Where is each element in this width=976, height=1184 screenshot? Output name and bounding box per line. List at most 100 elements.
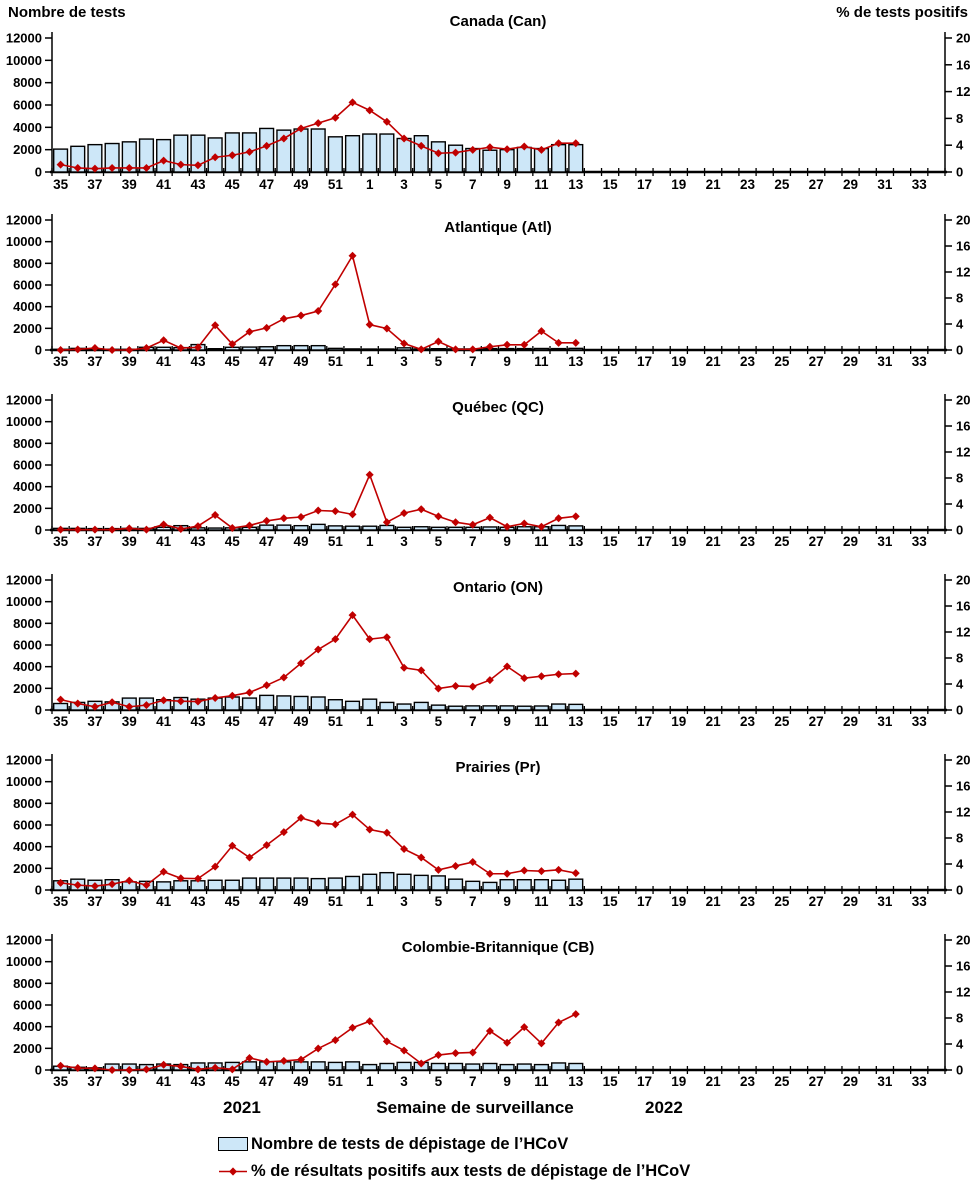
- svg-text:29: 29: [843, 177, 858, 192]
- svg-text:35: 35: [53, 534, 69, 549]
- svg-text:35: 35: [53, 1074, 69, 1089]
- line-marker-icon: [219, 1166, 247, 1176]
- svg-text:33: 33: [912, 354, 928, 369]
- svg-text:51: 51: [328, 354, 344, 369]
- svg-text:8000: 8000: [13, 976, 42, 991]
- svg-text:19: 19: [671, 714, 686, 729]
- svg-text:7: 7: [469, 177, 477, 192]
- svg-text:12: 12: [956, 265, 970, 280]
- svg-text:15: 15: [603, 894, 619, 909]
- ontario-chart: Ontario (ON) 0 2000 4000 6000 8000 10000 12000 0…: [6, 573, 971, 730]
- left-axis-title: Nombre de tests: [8, 4, 126, 21]
- svg-text:49: 49: [293, 894, 308, 909]
- svg-text:15: 15: [603, 177, 619, 192]
- svg-text:45: 45: [225, 354, 241, 369]
- svg-text:51: 51: [328, 534, 344, 549]
- svg-text:4: 4: [956, 857, 964, 872]
- svg-text:41: 41: [156, 177, 172, 192]
- svg-text:27: 27: [809, 894, 824, 909]
- svg-text:43: 43: [190, 714, 206, 729]
- svg-text:35: 35: [53, 714, 69, 729]
- svg-text:43: 43: [190, 177, 206, 192]
- svg-text:10000: 10000: [6, 234, 42, 249]
- svg-text:11: 11: [534, 177, 549, 192]
- quebec-chart: Québec (QC) 0 2000 4000 6000 8000 10000 12000 0 4…: [6, 393, 971, 550]
- svg-text:4000: 4000: [13, 299, 42, 314]
- svg-text:19: 19: [671, 894, 686, 909]
- svg-text:47: 47: [259, 534, 274, 549]
- svg-text:5: 5: [435, 894, 443, 909]
- svg-text:23: 23: [740, 1074, 756, 1089]
- svg-text:0: 0: [956, 1063, 963, 1078]
- svg-text:47: 47: [259, 1074, 274, 1089]
- svg-text:8: 8: [956, 471, 963, 486]
- svg-text:37: 37: [87, 714, 102, 729]
- svg-text:20: 20: [956, 31, 970, 46]
- svg-text:9: 9: [503, 534, 511, 549]
- svg-text:16: 16: [956, 239, 970, 254]
- svg-text:2000: 2000: [13, 1041, 42, 1056]
- svg-text:9: 9: [503, 1074, 511, 1089]
- svg-text:7: 7: [469, 534, 477, 549]
- svg-text:12: 12: [956, 625, 970, 640]
- svg-text:17: 17: [637, 354, 652, 369]
- svg-text:49: 49: [293, 714, 308, 729]
- legend-item-tests: Nombre de tests de dépistage de l’HCoV: [218, 1134, 568, 1154]
- svg-text:0: 0: [35, 165, 42, 180]
- svg-text:0: 0: [956, 165, 963, 180]
- svg-text:8: 8: [956, 651, 963, 666]
- svg-text:15: 15: [603, 354, 619, 369]
- svg-text:49: 49: [293, 534, 308, 549]
- right-axis-title: % de tests positifs: [836, 4, 968, 21]
- x-ticks: [51, 886, 946, 894]
- svg-text:33: 33: [912, 894, 928, 909]
- svg-text:4000: 4000: [13, 1019, 42, 1034]
- svg-text:29: 29: [843, 714, 858, 729]
- svg-text:12: 12: [956, 445, 970, 460]
- svg-text:37: 37: [87, 354, 102, 369]
- svg-text:10000: 10000: [6, 594, 42, 609]
- svg-text:17: 17: [637, 1074, 652, 1089]
- svg-text:35: 35: [53, 177, 69, 192]
- svg-text:25: 25: [774, 177, 790, 192]
- svg-text:25: 25: [774, 354, 790, 369]
- svg-text:13: 13: [568, 894, 584, 909]
- svg-text:8000: 8000: [13, 616, 42, 631]
- svg-text:49: 49: [293, 1074, 308, 1089]
- svg-text:6000: 6000: [13, 278, 42, 293]
- pct-positive-line: [56, 98, 580, 173]
- svg-text:20: 20: [956, 213, 970, 228]
- colombie-britannique-chart: Colombie-Britannique (CB)020004000600080…: [6, 933, 971, 1090]
- pct-positive-line: [56, 611, 580, 711]
- svg-text:23: 23: [740, 177, 756, 192]
- svg-text:1: 1: [366, 894, 374, 909]
- x-ticks: [51, 526, 946, 534]
- svg-text:51: 51: [328, 1074, 344, 1089]
- svg-text:45: 45: [225, 534, 241, 549]
- svg-text:3: 3: [400, 354, 408, 369]
- svg-text:9: 9: [503, 177, 511, 192]
- svg-text:29: 29: [843, 894, 858, 909]
- svg-text:39: 39: [122, 714, 137, 729]
- svg-text:8: 8: [956, 831, 963, 846]
- svg-text:11: 11: [534, 894, 549, 909]
- svg-text:16: 16: [956, 419, 970, 434]
- svg-text:13: 13: [568, 177, 584, 192]
- svg-text:1: 1: [366, 714, 374, 729]
- svg-text:13: 13: [568, 714, 584, 729]
- svg-text:37: 37: [87, 177, 102, 192]
- svg-text:0: 0: [35, 1063, 42, 1078]
- svg-text:12000: 12000: [6, 393, 42, 408]
- svg-text:11: 11: [534, 534, 549, 549]
- svg-text:15: 15: [603, 1074, 619, 1089]
- pct-positive-line: [56, 251, 580, 354]
- svg-text:37: 37: [87, 1074, 102, 1089]
- svg-text:16: 16: [956, 599, 970, 614]
- svg-text:41: 41: [156, 894, 172, 909]
- atlantique-chart: Atlantique (Atl)020004000600080001000012…: [6, 213, 971, 370]
- pct-positive-line: [56, 1010, 580, 1074]
- svg-text:21: 21: [706, 894, 722, 909]
- svg-text:25: 25: [774, 894, 790, 909]
- svg-text:25: 25: [774, 714, 790, 729]
- svg-text:19: 19: [671, 1074, 686, 1089]
